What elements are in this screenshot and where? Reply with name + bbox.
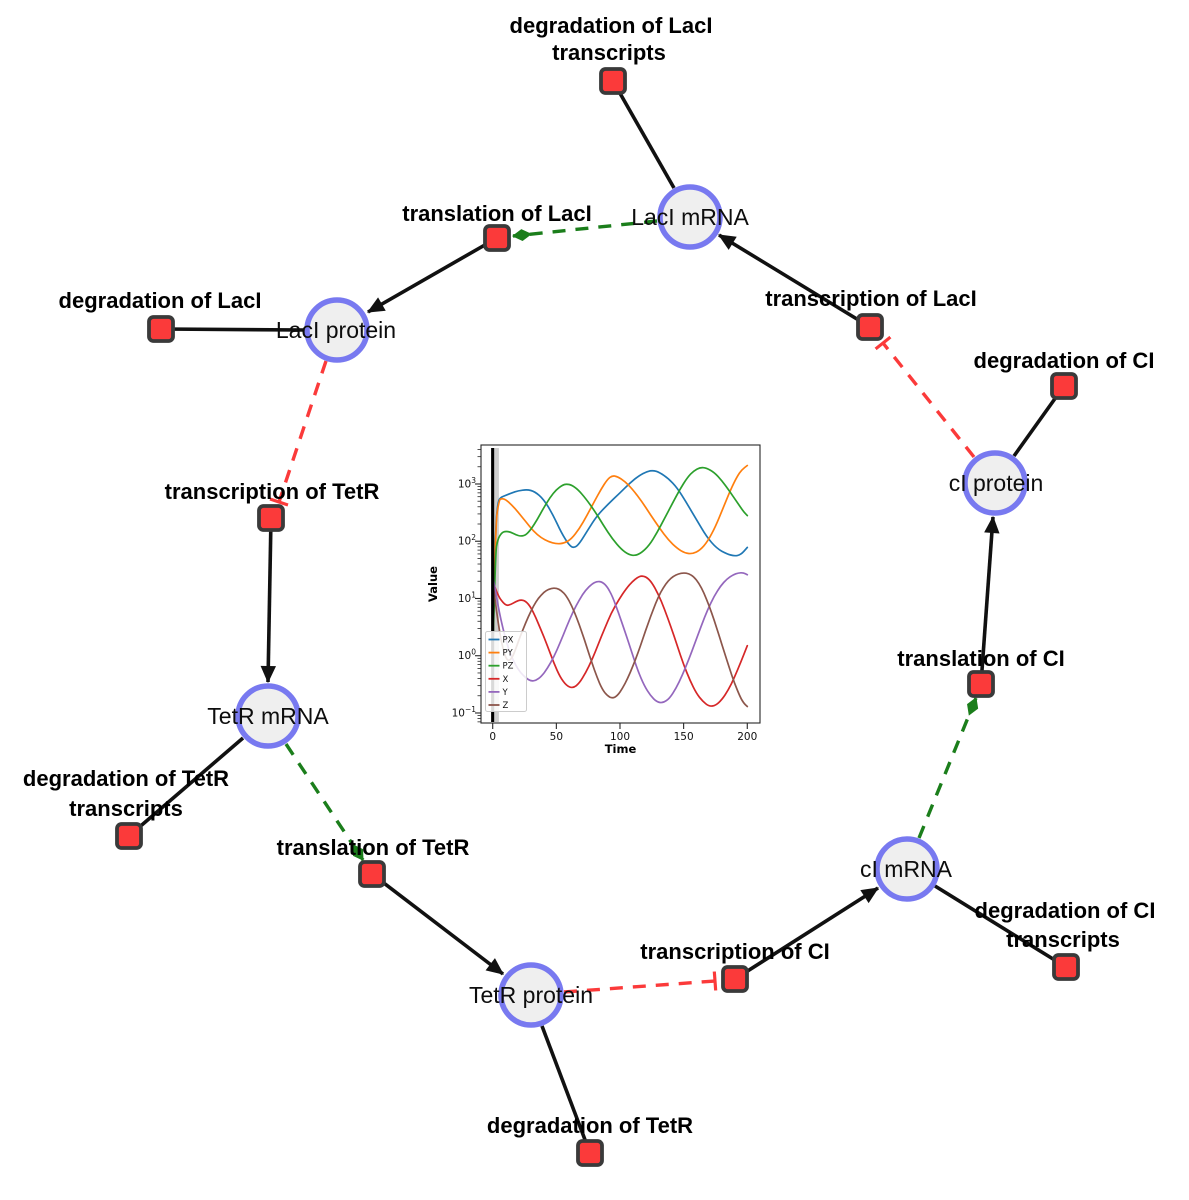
node-tetr-mrna[interactable] xyxy=(235,683,301,749)
node-laci-mrna[interactable] xyxy=(657,184,723,250)
label-ci-mrna: cI mRNA xyxy=(860,856,953,882)
edge-tetr-mrna-to-deg-tetr-transcripts xyxy=(127,736,245,838)
legend-label-PZ: PZ xyxy=(503,662,514,672)
node-degradation-laci-transcripts[interactable] xyxy=(599,67,627,95)
label-degradation-laci-transcripts-line1: degradation of LacI xyxy=(510,13,713,38)
y-tick-label: 100 xyxy=(458,648,476,663)
edge-laci-mrna-catalyzes-translation-laci xyxy=(512,219,658,242)
label-translation-laci: translation of LacI xyxy=(402,201,591,226)
edge-ci-mrna-catalyzes-translation-ci xyxy=(917,697,979,839)
x-axis-label: Time xyxy=(605,742,637,756)
edge-ci-protein-inhibits-transcription-laci xyxy=(874,335,976,459)
label-ci-protein: cI protein xyxy=(949,470,1044,496)
label-laci-protein: LacI protein xyxy=(276,317,396,343)
x-tick-label: 0 xyxy=(489,731,496,743)
series-line-PZ xyxy=(491,466,749,663)
label-transcription-laci: transcription of LacI xyxy=(765,286,976,311)
y-tick-label: 10−1 xyxy=(452,705,477,720)
edge-transcription-tetr-to-tetr-mrna xyxy=(260,517,277,684)
y-tick-label: 102 xyxy=(458,533,476,548)
label-laci-mrna: LacI mRNA xyxy=(631,204,749,230)
node-degradation-ci-transcripts[interactable] xyxy=(1052,953,1080,981)
y-axis-label: Value xyxy=(426,566,440,602)
node-degradation-tetr-transcripts[interactable] xyxy=(115,822,143,850)
edge-laci-mrna-to-deg-laci-transcripts xyxy=(611,80,676,189)
edge-transcription-ci-to-ci-mrna xyxy=(734,886,880,981)
label-transcription-tetr: transcription of TetR xyxy=(165,479,380,504)
node-translation-tetr[interactable] xyxy=(358,860,386,888)
node-degradation-tetr[interactable] xyxy=(576,1139,604,1167)
edges-layer xyxy=(127,80,1067,1154)
node-translation-ci[interactable] xyxy=(967,670,995,698)
y-tick-label: 101 xyxy=(458,590,476,605)
label-degradation-laci: degradation of LacI xyxy=(59,288,262,313)
labels-layer: degradation of LacI transcripts translat… xyxy=(23,13,1156,1138)
y-tick-label: 103 xyxy=(458,476,476,491)
legend-label-X: X xyxy=(503,675,509,685)
legend-label-PX: PX xyxy=(503,636,514,646)
series-line-PX xyxy=(491,469,749,663)
legend-label-PY: PY xyxy=(503,649,514,659)
edge-tetr-protein-to-deg-tetr xyxy=(540,1025,592,1154)
x-tick-label: 150 xyxy=(674,731,694,743)
node-degradation-ci[interactable] xyxy=(1050,372,1078,400)
label-degradation-ci-transcripts-line2: transcripts xyxy=(1006,927,1120,952)
legend-label-Y: Y xyxy=(502,688,509,698)
node-laci-protein[interactable] xyxy=(304,297,370,363)
species-nodes-layer xyxy=(235,184,1028,1028)
node-translation-laci[interactable] xyxy=(483,224,511,252)
x-tick-label: 100 xyxy=(610,731,630,743)
label-degradation-ci: degradation of CI xyxy=(974,348,1155,373)
x-tick-label: 200 xyxy=(737,731,757,743)
node-ci-protein[interactable] xyxy=(962,450,1028,516)
series-line-X xyxy=(491,575,749,707)
edge-translation-laci-to-laci-protein xyxy=(366,236,498,314)
series-line-PY xyxy=(491,464,749,663)
label-tetr-protein: TetR protein xyxy=(469,982,593,1008)
node-transcription-tetr[interactable] xyxy=(257,504,285,532)
label-degradation-laci-transcripts-line2: transcripts xyxy=(552,40,666,65)
edge-translation-ci-to-ci-protein xyxy=(979,515,1000,685)
edge-laci-protein-to-deg-laci xyxy=(160,327,305,332)
label-degradation-tetr-transcripts-line2: transcripts xyxy=(69,796,183,821)
label-translation-tetr: translation of TetR xyxy=(277,835,470,860)
edge-tetr-protein-inhibits-transcription-ci xyxy=(563,971,718,994)
time-series-chart: 0 50 100 150 20010310210110010−1TimeValuePXP… xyxy=(426,444,761,756)
node-transcription-laci[interactable] xyxy=(856,313,884,341)
edge-tetr-mrna-catalyzes-translation-tetr xyxy=(284,743,365,861)
node-degradation-laci[interactable] xyxy=(147,315,175,343)
initial-transient-band xyxy=(494,448,499,722)
legend-label-Z: Z xyxy=(503,701,509,711)
label-degradation-tetr: degradation of TetR xyxy=(487,1113,693,1138)
node-tetr-protein[interactable] xyxy=(498,962,564,1028)
label-tetr-mrna: TetR mRNA xyxy=(207,703,329,729)
label-degradation-tetr-transcripts-line1: degradation of TetR xyxy=(23,766,229,791)
edge-laci-protein-inhibits-transcription-tetr xyxy=(269,360,328,507)
node-ci-mrna[interactable] xyxy=(874,836,940,902)
node-transcription-ci[interactable] xyxy=(721,965,749,993)
label-transcription-ci: transcription of CI xyxy=(640,939,829,964)
edge-ci-mrna-to-deg-ci-transcripts xyxy=(934,884,1067,969)
chart-legend: PX PY PZ XYZ xyxy=(485,631,527,712)
label-degradation-ci-transcripts-line1: degradation of CI xyxy=(975,898,1156,923)
x-tick-label: 50 xyxy=(550,731,563,743)
label-translation-ci: translation of CI xyxy=(897,646,1064,671)
reaction-nodes-layer xyxy=(115,67,1080,1167)
edge-transcription-laci-to-laci-mrna xyxy=(717,233,871,329)
edge-translation-tetr-to-tetr-protein xyxy=(370,872,505,976)
